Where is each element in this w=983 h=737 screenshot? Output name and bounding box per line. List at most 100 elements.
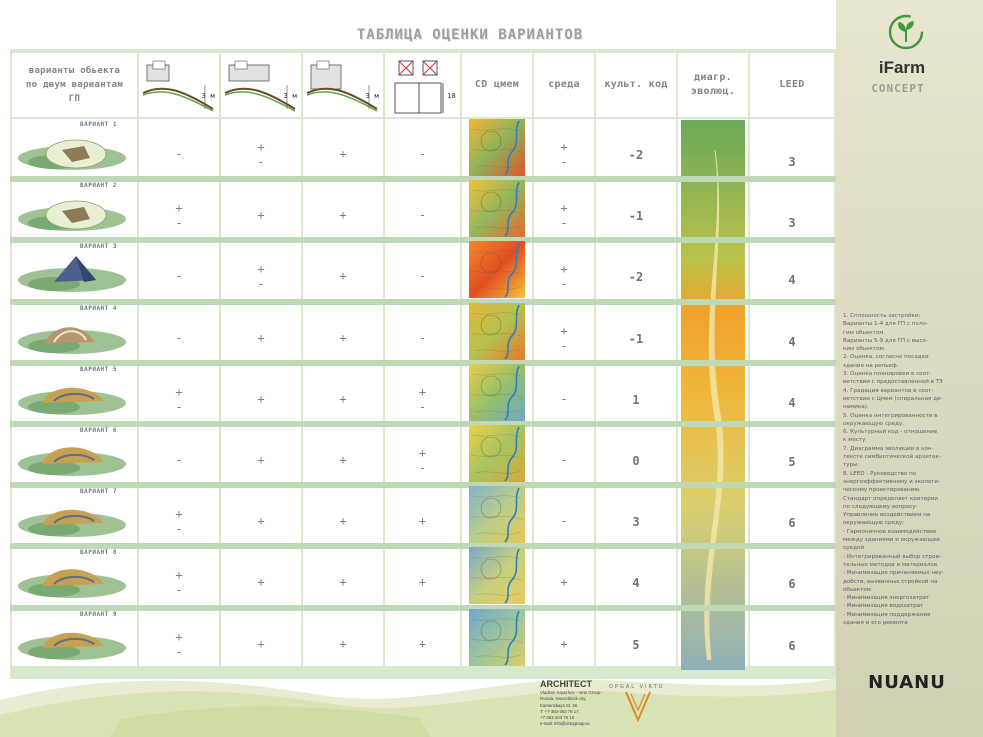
note-line: ким обьектом.: [843, 346, 886, 353]
sketch-dimension-label: 3 м: [201, 92, 215, 100]
footer-line: T: +7-383-363 76 17: [540, 708, 579, 714]
mark-s4: +: [403, 576, 443, 588]
criteria-notes: 1. Сплошность застройки: Варианты 1-4 для…: [843, 312, 981, 627]
table-row: ВАРИАНТ 6- + + + - -0 5: [10, 425, 836, 482]
note-line: - Интегрированный выбор строи-: [843, 553, 942, 560]
header-kod: культ. код: [596, 53, 676, 117]
header-label: CD цмем: [474, 79, 520, 90]
mark-s3: +: [323, 515, 363, 527]
mark-symbol: -: [175, 583, 183, 598]
mark-sreda: + -: [544, 263, 584, 290]
mark-symbol: -: [560, 155, 568, 169]
footer-email[interactable]: e-mail: info@virtugroup.ru: [540, 721, 590, 727]
note-line: 5. Оценка интегрированности в: [843, 412, 938, 419]
header-s3: 3 м: [303, 53, 383, 117]
sketch-dimension-label: 3 м: [365, 92, 379, 100]
note-line: - Минимизация водозатрат: [843, 603, 924, 610]
note-line: - Гармоничное взаимодействие: [843, 528, 937, 535]
row-separator: [10, 237, 836, 244]
mark-s1: + -: [159, 569, 199, 596]
row-separator: [10, 543, 836, 550]
mark-symbol: +: [339, 514, 347, 529]
variant-label: ВАРИАНТ 5: [80, 365, 118, 373]
mark-symbol: +: [257, 636, 265, 651]
mark-symbol: -: [560, 453, 568, 467]
evolution-diagram: [681, 120, 745, 670]
mark-symbol: +: [339, 453, 347, 467]
mark-s3: +: [323, 576, 363, 588]
column-body-s2: [221, 119, 301, 666]
mark-s3: +: [323, 209, 363, 221]
mark-s3: +: [323, 454, 363, 466]
brand-subtitle: CONCEPT: [871, 82, 925, 95]
variant-label: ВАРИАНТ 4: [80, 304, 118, 312]
cd-map-thumbnail: [469, 302, 525, 360]
cultural-code-value: 3: [632, 515, 640, 530]
leed-value: 6: [788, 638, 796, 653]
mark-symbol: +: [339, 391, 347, 406]
mark-symbol: -: [560, 514, 568, 529]
table-row: ВАРИАНТ 7 + - + + + -3 6: [10, 486, 836, 544]
cd-map-thumbnail: [469, 425, 525, 482]
mark-symbol: -: [175, 453, 183, 467]
mark-symbol: +: [418, 446, 427, 460]
cd-map-thumbnail: [469, 608, 525, 666]
note-line: гим обьектом.: [843, 329, 886, 336]
mark-s2: +: [241, 454, 281, 466]
mark-symbol: +: [175, 629, 183, 644]
mark-sreda: -: [544, 393, 584, 405]
variant-model-thumbnail: [18, 509, 126, 538]
mark-s2: +: [241, 576, 281, 588]
note-line: между зданиями и окружающей: [843, 537, 940, 544]
mark-s2: +: [241, 332, 281, 344]
column-body-sreda: [534, 119, 594, 666]
mark-symbol: -: [418, 269, 427, 284]
cultural-code-value: 1: [632, 392, 640, 407]
variant-label: ВАРИАНТ 2: [80, 182, 118, 190]
variant-label: ВАРИАНТ 3: [80, 243, 118, 251]
note-line: обьектом: [843, 586, 871, 593]
nuanu-logo: NUANU: [868, 672, 946, 693]
note-line: 3. Оценка планировки в соот-: [843, 371, 932, 378]
note-line: намика).: [843, 404, 869, 411]
note-line: - Минимизация причиняемых неу-: [843, 570, 944, 577]
header-label: среда: [548, 79, 580, 90]
mark-s2: + -: [241, 263, 281, 290]
mark-s1: + -: [159, 386, 199, 413]
note-line: средой: [843, 545, 864, 552]
column-body-leed: [750, 119, 834, 666]
mark-s1: -: [159, 332, 199, 344]
mark-s3: +: [323, 148, 363, 160]
mark-sreda: + -: [544, 202, 584, 229]
note-line: - Минимизация энергозатрат: [843, 595, 930, 602]
right-panel: [836, 0, 983, 737]
table-row: ВАРИАНТ 9 + - + + + +5 6: [10, 608, 836, 666]
mark-symbol: -: [257, 277, 265, 292]
note-line: 7. Диаграмма эволюции в кон-: [843, 445, 934, 452]
mark-symbol: +: [418, 575, 427, 590]
variant-model-thumbnail: [18, 256, 126, 293]
note-line: 4. Градация вариантов в соот-: [843, 387, 934, 394]
note-line: Варианты 1-4 для ГП с поло-: [843, 321, 928, 328]
mark-symbol: +: [339, 330, 347, 345]
mark-symbol: -: [418, 330, 427, 345]
mark-s3: +: [323, 332, 363, 344]
note-line: добств, вызванных стройкой на: [843, 578, 938, 585]
variant-label: ВАРИАНТ 8: [80, 549, 118, 557]
cultural-code-value: 4: [632, 576, 640, 591]
mark-sreda: + -: [544, 141, 584, 168]
mark-symbol: +: [257, 140, 265, 154]
mark-s2: +: [241, 515, 281, 527]
mark-sreda: +: [544, 638, 584, 650]
virtu-logo-icon: [625, 691, 651, 722]
table-row: ВАРИАНТ 5 + - + + + - -1 4: [10, 363, 836, 421]
mark-symbol: -: [175, 147, 183, 161]
header-label: диагр. эволюц.: [690, 72, 736, 97]
footer-contacts: Vladimir Kryazhov - Virtu Group - Russia…: [540, 690, 620, 728]
row-separator: [10, 176, 836, 183]
variant-model-thumbnail: [18, 326, 126, 354]
header-s2: 3 м: [221, 53, 301, 117]
note-line: - Минимизация поддержания: [843, 611, 931, 618]
brand-name: iFarm: [878, 58, 926, 77]
sketch-dimension-label: 3 м: [283, 92, 297, 100]
